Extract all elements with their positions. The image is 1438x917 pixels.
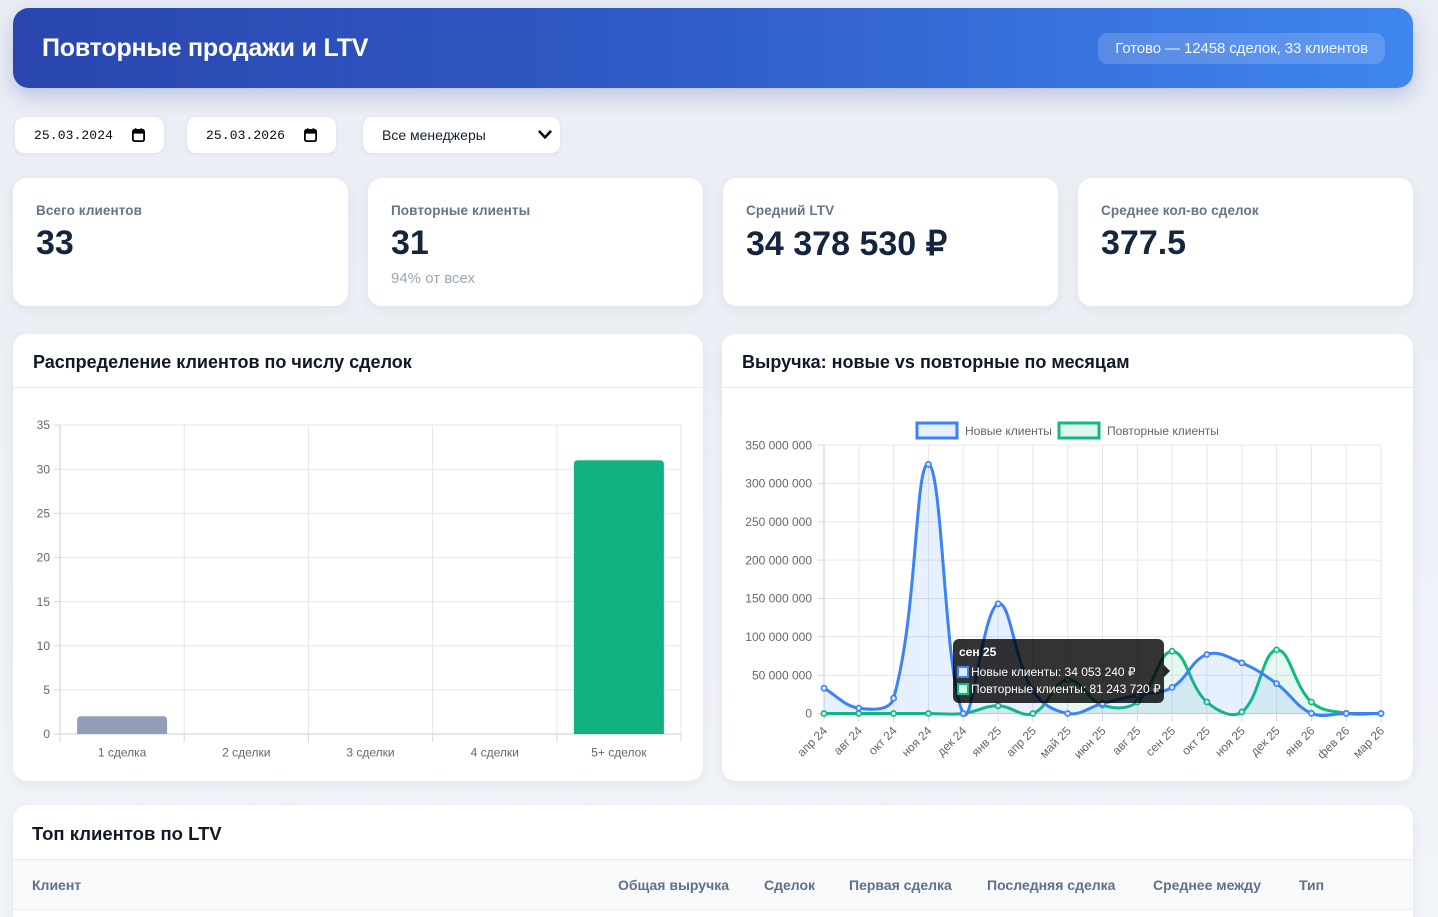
- svg-text:25: 25: [37, 507, 51, 521]
- svg-text:мар 26: мар 26: [1350, 723, 1387, 760]
- svg-text:350 000 000: 350 000 000: [745, 438, 812, 452]
- svg-text:100 000 000: 100 000 000: [745, 630, 812, 644]
- svg-text:окт 25: окт 25: [1179, 724, 1213, 758]
- svg-text:10: 10: [37, 639, 51, 653]
- svg-text:апр 25: апр 25: [1003, 723, 1039, 759]
- svg-text:сен 25: сен 25: [1143, 723, 1179, 759]
- svg-text:фев 26: фев 26: [1314, 723, 1352, 761]
- svg-text:дек 24: дек 24: [934, 723, 969, 758]
- svg-text:1 сделка: 1 сделка: [98, 746, 147, 760]
- svg-text:янв 25: янв 25: [969, 723, 1005, 759]
- svg-text:2 сделки: 2 сделки: [222, 746, 270, 760]
- svg-text:20: 20: [37, 551, 51, 565]
- svg-text:авг 25: авг 25: [1109, 723, 1143, 757]
- svg-text:окт 24: окт 24: [866, 724, 900, 758]
- svg-text:35: 35: [37, 418, 51, 432]
- svg-text:май 25: май 25: [1037, 723, 1074, 760]
- svg-text:3 сделки: 3 сделки: [346, 746, 394, 760]
- svg-text:5+ сделок: 5+ сделок: [591, 746, 647, 760]
- svg-text:апр 24: апр 24: [794, 723, 830, 759]
- svg-text:июн 25: июн 25: [1071, 723, 1109, 761]
- svg-text:0: 0: [805, 707, 812, 721]
- svg-text:250 000 000: 250 000 000: [745, 515, 812, 529]
- svg-text:200 000 000: 200 000 000: [745, 553, 812, 567]
- svg-text:Повторные клиенты: Повторные клиенты: [1107, 424, 1219, 438]
- svg-text:янв 26: янв 26: [1282, 723, 1318, 759]
- svg-text:300 000 000: 300 000 000: [745, 477, 812, 491]
- svg-text:150 000 000: 150 000 000: [745, 592, 812, 606]
- svg-text:ноя 25: ноя 25: [1212, 723, 1248, 759]
- svg-text:15: 15: [37, 595, 51, 609]
- svg-text:дек 25: дек 25: [1248, 723, 1283, 758]
- svg-text:50 000 000: 50 000 000: [752, 668, 812, 682]
- svg-text:4 сделки: 4 сделки: [471, 746, 519, 760]
- svg-text:авг 24: авг 24: [831, 723, 865, 757]
- svg-text:ноя 24: ноя 24: [899, 723, 935, 759]
- svg-text:5: 5: [43, 683, 50, 697]
- svg-text:0: 0: [43, 727, 50, 741]
- svg-text:Новые клиенты: Новые клиенты: [965, 424, 1052, 438]
- svg-text:30: 30: [37, 462, 51, 476]
